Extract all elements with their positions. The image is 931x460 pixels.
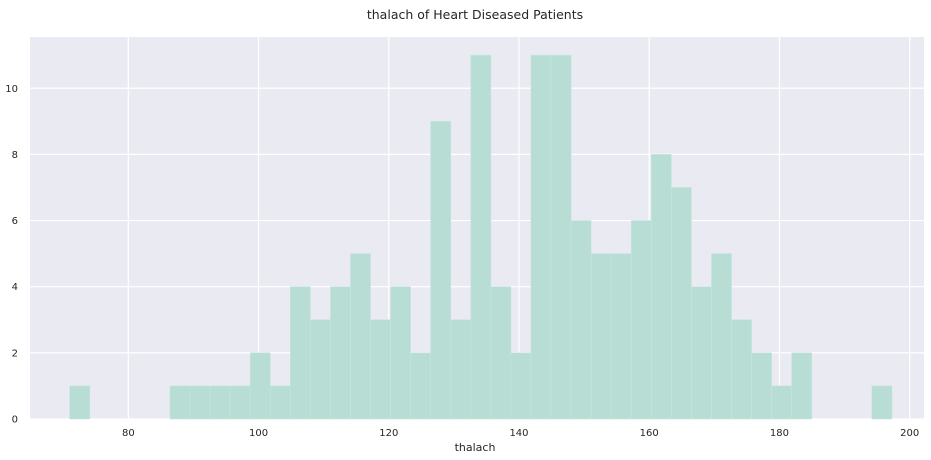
histogram-bar (189, 385, 211, 420)
histogram-bar (791, 352, 813, 420)
x-tick-label: 140 (509, 428, 528, 439)
x-tick-label: 80 (122, 428, 135, 439)
histogram-bar (731, 319, 752, 420)
y-tick-label: 0 (12, 415, 18, 426)
y-tick-label: 10 (5, 84, 18, 95)
chart-title: thalach of Heart Diseased Patients (367, 7, 583, 22)
x-tick-label: 160 (640, 428, 659, 439)
x-tick-label: 200 (900, 428, 919, 439)
histogram-bar (510, 352, 532, 420)
x-tick-label: 180 (770, 428, 789, 439)
histogram-bar (169, 385, 191, 420)
histogram-bar (711, 253, 732, 420)
histogram-bar (370, 319, 391, 420)
y-axis-ticks: 0 2 4 6 8 10 (5, 84, 18, 426)
histogram-bar (330, 286, 351, 420)
histogram-bar (671, 187, 692, 420)
histogram-bar (69, 385, 91, 420)
histogram-bar (570, 220, 592, 420)
x-axis-ticks: 80 100 120 140 160 180 200 (122, 428, 919, 439)
histogram-bar (310, 319, 331, 420)
histogram-bar (410, 352, 432, 420)
histogram-bar (229, 385, 251, 420)
histogram-bar (550, 54, 572, 420)
histogram-bar (530, 54, 552, 420)
x-tick-label: 120 (379, 428, 398, 439)
histogram-bar (350, 253, 371, 420)
histogram-bar (470, 54, 492, 420)
histogram-bar (450, 319, 472, 420)
x-tick-label: 100 (249, 428, 268, 439)
histogram-bar (871, 385, 893, 420)
histogram-bar (651, 154, 672, 420)
histogram-bar (590, 253, 612, 420)
y-tick-label: 2 (12, 348, 18, 359)
y-tick-label: 4 (12, 282, 18, 293)
histogram-bar (209, 385, 231, 420)
histogram-bar (430, 121, 452, 420)
y-tick-label: 8 (12, 150, 18, 161)
histogram-bar (610, 253, 632, 420)
histogram-bar (249, 352, 271, 420)
histogram-bar (390, 286, 411, 420)
y-tick-label: 6 (12, 216, 18, 227)
bars (69, 54, 893, 420)
histogram-bar (751, 352, 772, 420)
histogram-bar (691, 286, 712, 420)
histogram-bar (771, 385, 792, 420)
x-axis-label: thalach (455, 441, 496, 454)
histogram-bar (490, 286, 512, 420)
histogram-bar (290, 286, 311, 420)
histogram-bar (269, 385, 291, 420)
histogram-bar (630, 220, 652, 420)
